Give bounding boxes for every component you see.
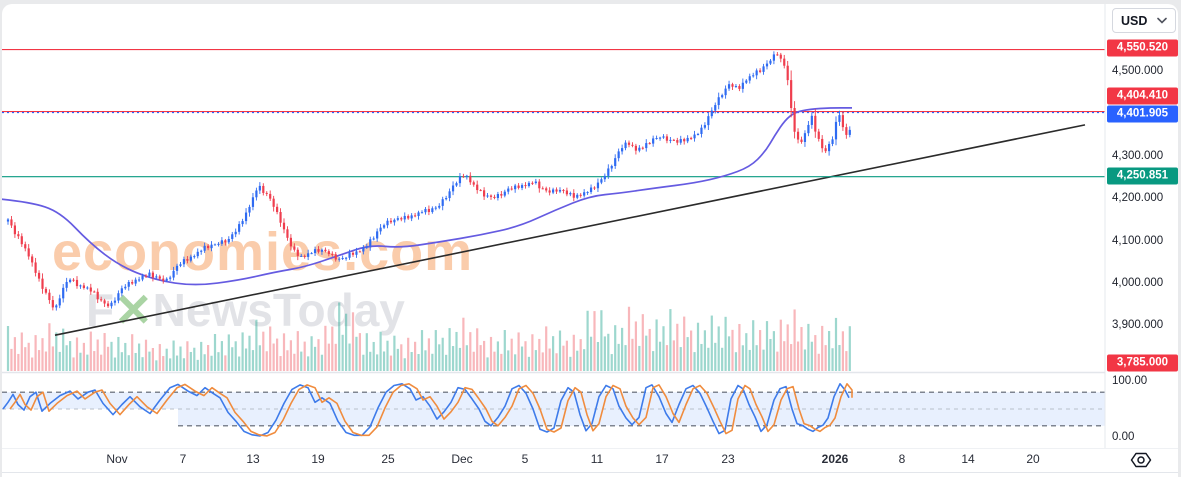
price-tick-label: 3,900.000 (1112, 319, 1164, 332)
price-tick-label: 4,100.000 (1112, 234, 1164, 247)
price-level-badge[interactable]: 4,401.905 (1107, 105, 1178, 123)
price-tick-label: 4,200.000 (1112, 192, 1164, 205)
oscillator-pane[interactable] (2, 382, 1105, 437)
time-tick-label: 2026 (821, 452, 849, 466)
time-tick-label: 7 (179, 452, 187, 466)
time-tick-label: 11 (590, 452, 604, 466)
oscillator-band-left (2, 392, 178, 409)
time-tick-label: Dec (451, 452, 473, 466)
moving-average-line[interactable] (0, 107, 852, 286)
trendline[interactable] (54, 124, 1086, 336)
time-tick-label: 14 (961, 452, 975, 466)
chart-card (2, 4, 1178, 477)
chevron-down-icon (1157, 17, 1167, 24)
currency-selector-label: USD (1121, 13, 1148, 28)
time-tick-label: 5 (521, 452, 529, 466)
time-tick-label: 17 (655, 452, 669, 466)
oscillator-tick-label: 0.00 (1112, 431, 1135, 443)
time-tick-label: 13 (246, 452, 260, 466)
currency-selector[interactable]: USD (1112, 8, 1176, 33)
price-tick-label: 4,000.000 (1112, 277, 1164, 290)
price-level-badge[interactable]: 4,250.851 (1107, 167, 1178, 185)
watermark-tagline-text: F✕NewsToday (86, 284, 405, 336)
brand-hexagon-icon[interactable] (1129, 450, 1153, 470)
price-tick-label: 4,300.000 (1112, 149, 1164, 162)
stochastic-k-line[interactable] (2, 382, 850, 437)
time-tick-label: 20 (1026, 452, 1040, 466)
candles (6, 51, 851, 311)
time-tick-label: Nov (106, 452, 128, 466)
watermark-brand-text: economies.com (52, 222, 473, 282)
price-level-badge[interactable]: 3,785.000 (1107, 354, 1178, 372)
time-tick-label: 8 (898, 452, 906, 466)
time-tick-label: 23 (721, 452, 735, 466)
oscillator-tick-label: 100.00 (1112, 375, 1148, 387)
stochastic-d-line[interactable] (9, 382, 853, 437)
price-level-badge[interactable]: 4,550.520 (1107, 39, 1178, 57)
time-tick-label: 25 (381, 452, 395, 466)
price-tick-label: 4,500.000 (1112, 65, 1164, 77)
volume-bars (6, 302, 851, 371)
time-tick-label: 19 (311, 452, 325, 466)
price-level-badge[interactable]: 4,404.410 (1107, 87, 1178, 105)
